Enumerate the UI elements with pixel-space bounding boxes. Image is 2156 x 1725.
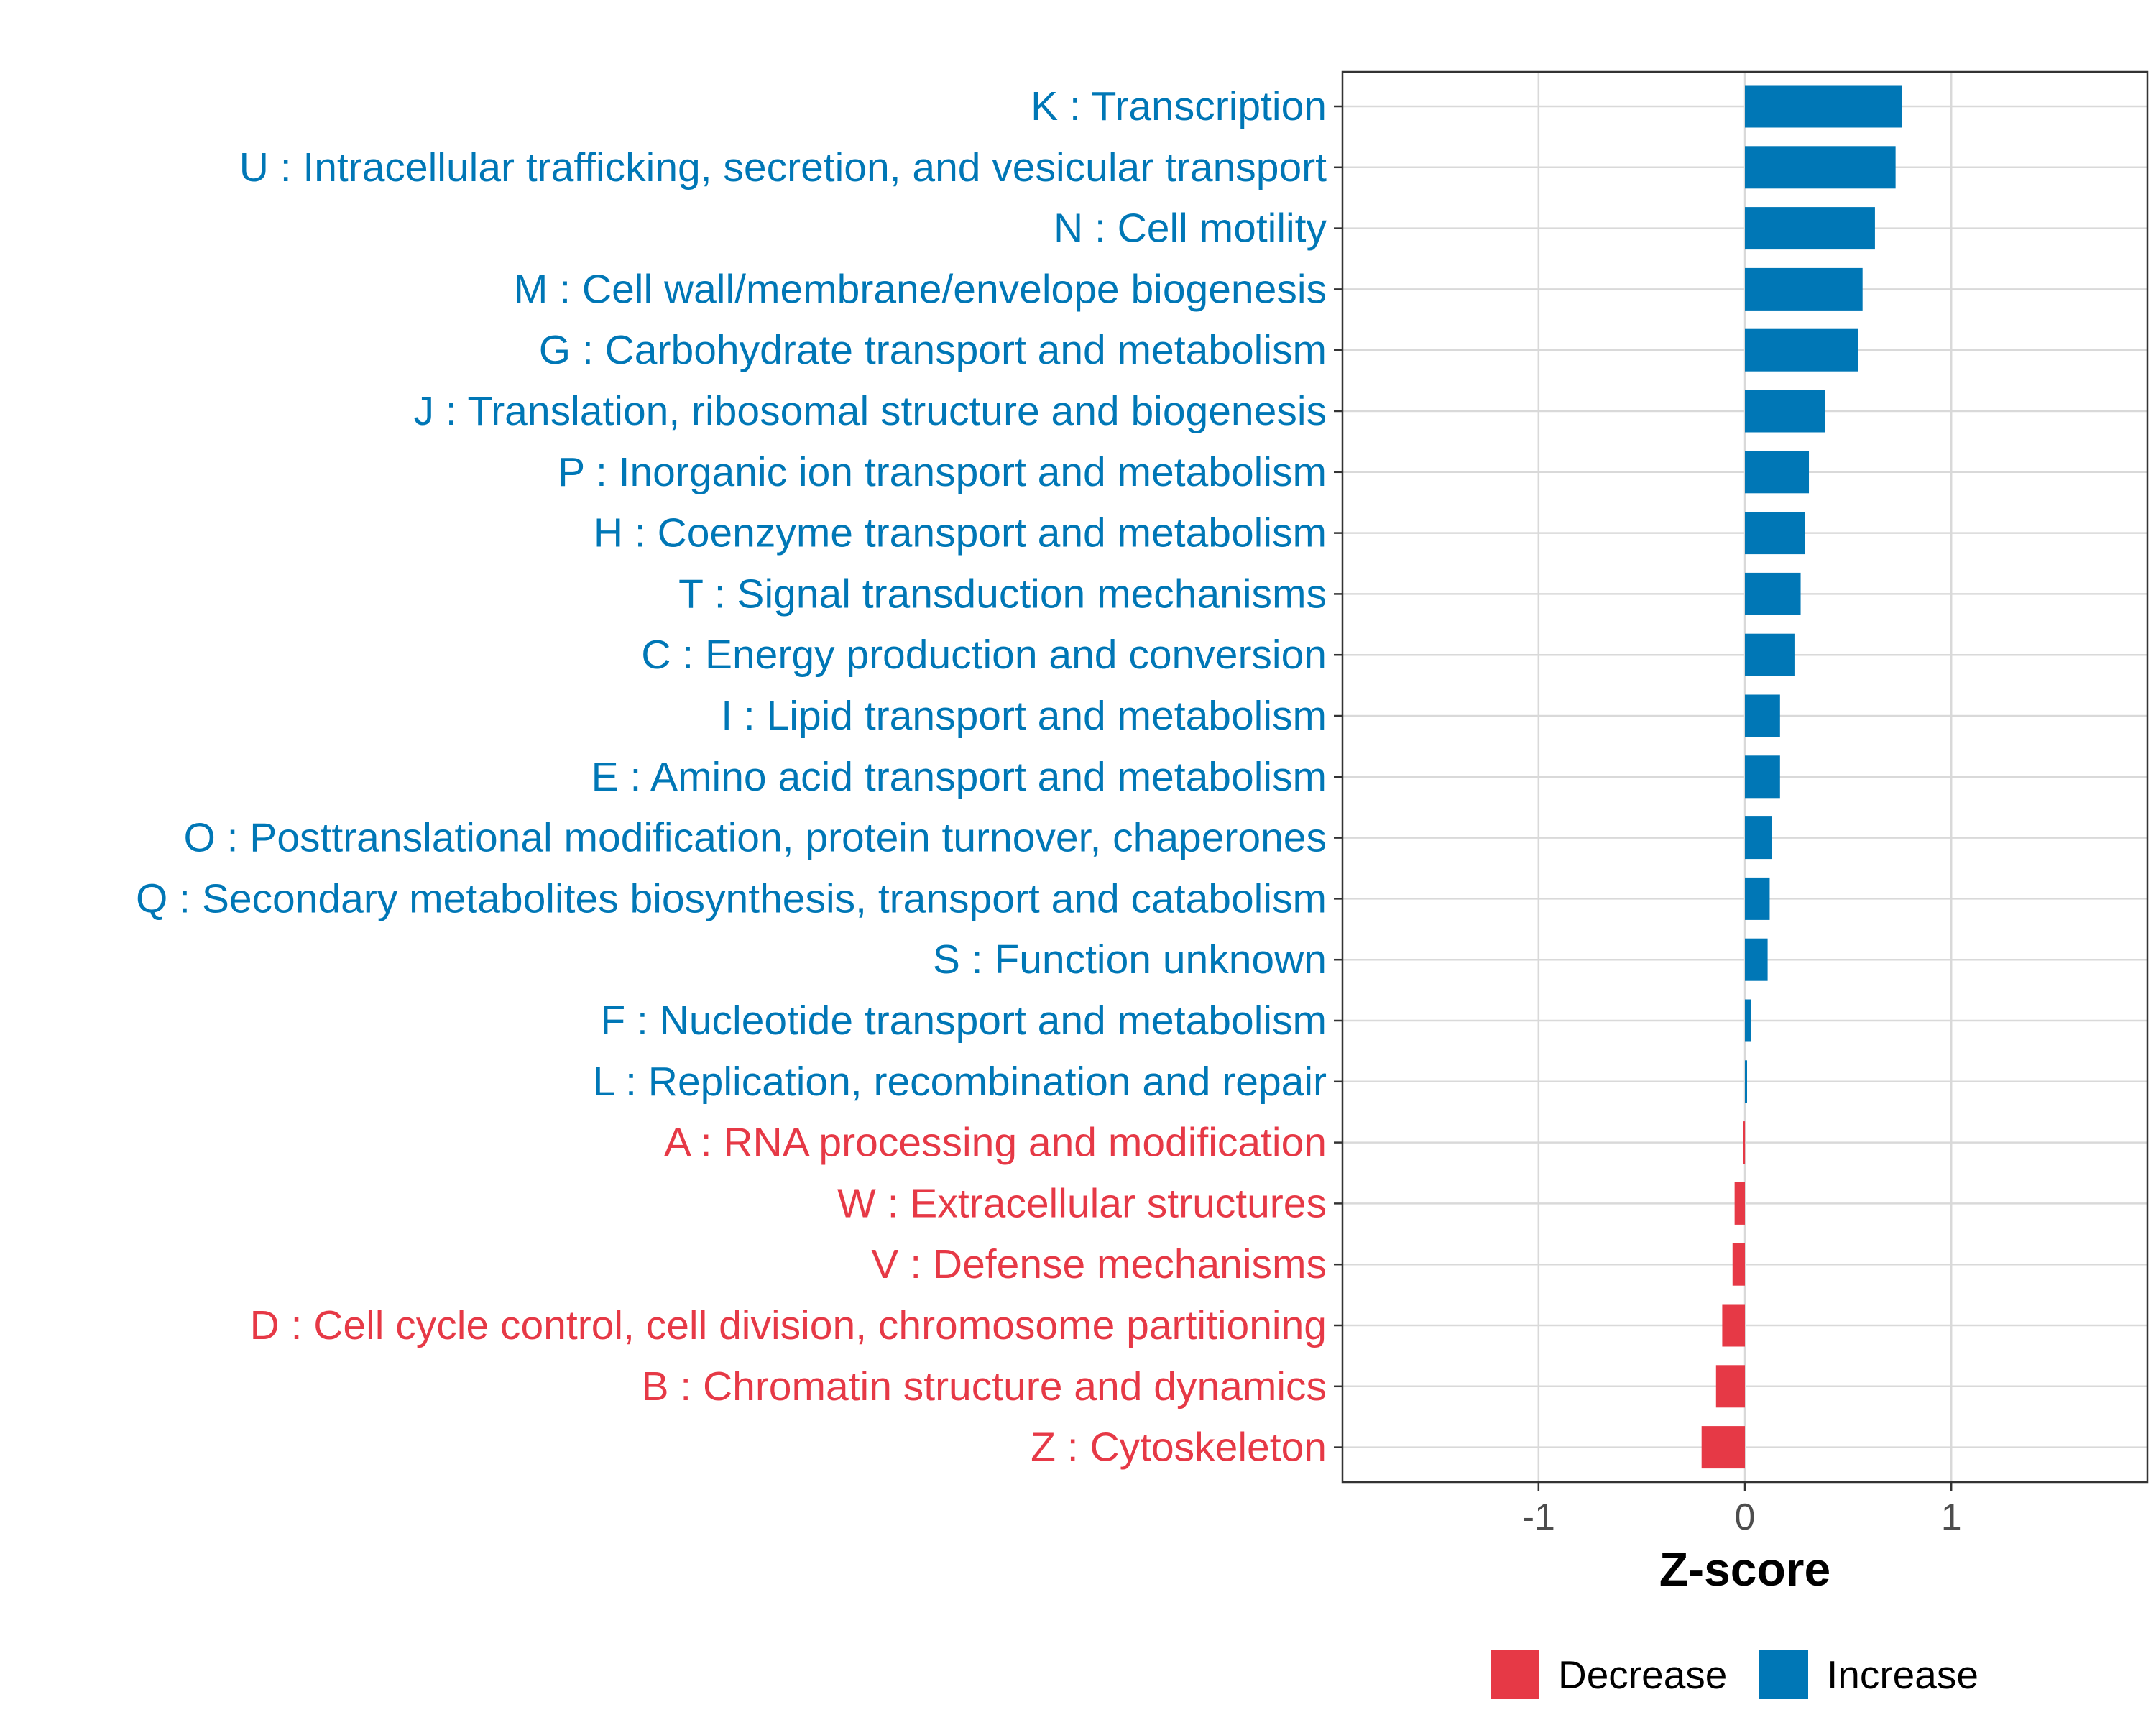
bar [1745,512,1805,555]
bar [1722,1304,1745,1347]
bar [1745,85,1902,128]
y-axis-label: S : Function unknown [933,937,1327,983]
x-tick-label: 1 [1941,1496,1962,1538]
x-axis-ticks: -1 0 1 [1522,1482,1962,1538]
y-axis-label: V : Defense mechanisms [871,1241,1327,1287]
y-axis-label: U : Intracellular trafficking, secretion… [239,144,1327,190]
bar [1745,877,1770,920]
y-axis-label: W : Extracellular structures [837,1180,1327,1226]
y-axis-label: J : Translation, ribosomal structure and… [414,388,1327,434]
y-axis-label: Z : Cytoskeleton [1031,1425,1327,1471]
bar [1745,207,1875,250]
bar [1745,999,1751,1042]
bar [1743,1121,1746,1164]
bars [1701,85,1902,1469]
y-axis-labels: K : Transcription U : Intracellular traff… [136,83,1327,1471]
legend-key [1491,1650,1539,1699]
bar [1745,1060,1747,1103]
bar [1745,451,1810,494]
y-axis-label: I : Lipid transport and metabolism [721,693,1327,739]
y-axis-label: H : Coenzyme transport and metabolism [594,510,1327,556]
y-axis-label: N : Cell motility [1054,206,1327,252]
y-axis-ticks [1334,105,1342,1448]
bar [1734,1182,1745,1225]
legend: Decrease Increase [1491,1650,1978,1699]
y-axis-label: B : Chromatin structure and dynamics [641,1363,1327,1409]
y-axis-label: Q : Secondary metabolites biosynthesis, … [136,875,1327,921]
bar [1745,390,1825,433]
y-axis-label: L : Replication, recombination and repai… [593,1059,1327,1105]
x-tick-label: -1 [1522,1496,1555,1538]
y-axis-label: E : Amino acid transport and metabolism [591,754,1327,800]
y-axis-label: F : Nucleotide transport and metabolism [600,998,1327,1044]
x-axis-title: Z-score [1659,1542,1830,1596]
bar [1745,572,1801,615]
bar [1732,1243,1745,1286]
bar [1745,694,1780,737]
y-axis-label: O : Posttranslational modification, prot… [183,815,1327,861]
y-axis-label: M : Cell wall/membrane/envelope biogenes… [514,266,1327,312]
bar [1745,146,1896,189]
bar [1715,1365,1745,1408]
bar [1745,633,1795,676]
y-axis-label: D : Cell cycle control, cell division, c… [250,1302,1327,1348]
bar [1745,328,1858,372]
bar [1701,1426,1745,1469]
y-axis-label: A : RNA processing and modification [664,1120,1327,1166]
y-axis-label: G : Carbohydrate transport and metabolis… [539,327,1327,373]
x-tick-label: 0 [1735,1496,1756,1538]
bar [1745,938,1768,981]
y-axis-label: C : Energy production and conversion [641,632,1327,678]
legend-label: Increase [1827,1652,1978,1697]
bar [1745,755,1780,799]
bar [1745,267,1863,310]
legend-key [1759,1650,1808,1699]
y-axis-label: T : Signal transduction mechanisms [678,571,1327,617]
y-axis-label: K : Transcription [1031,83,1327,129]
legend-label: Decrease [1558,1652,1727,1697]
y-axis-label: P : Inorganic ion transport and metaboli… [558,449,1327,495]
bar [1745,816,1772,860]
